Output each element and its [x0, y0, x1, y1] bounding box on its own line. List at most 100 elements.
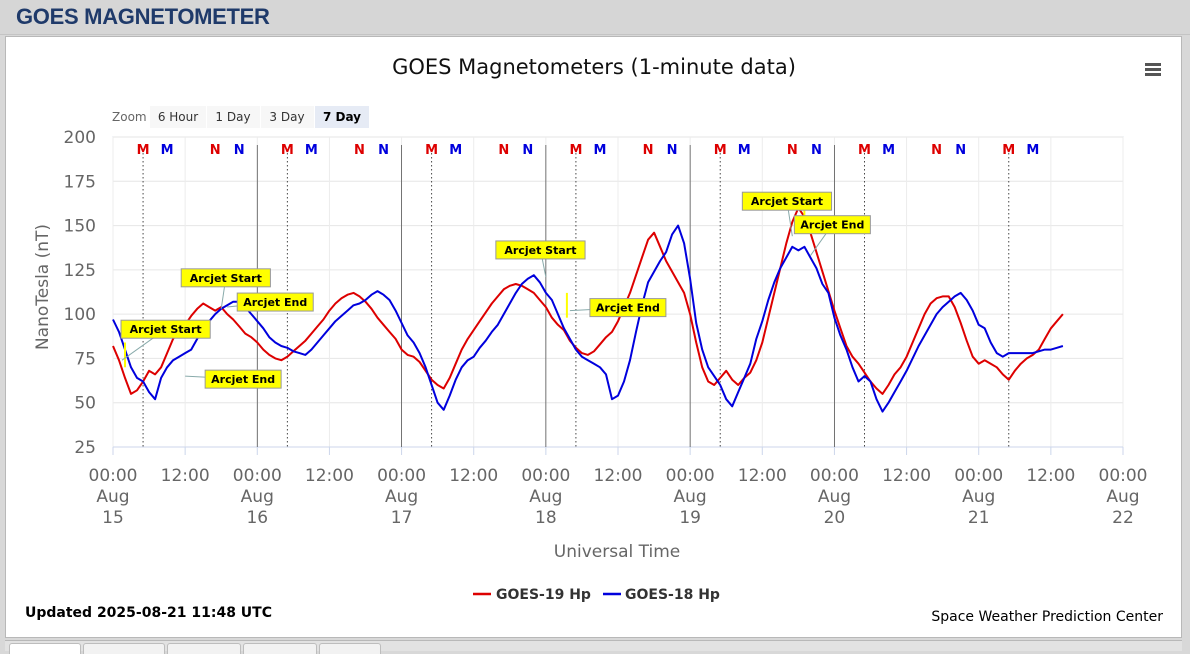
event-marker-m: M [714, 143, 727, 158]
arcjet-end-annotation: Arcjet End [185, 369, 282, 389]
x-tick-label: Aug [241, 487, 274, 507]
arcjet-label: Arcjet End [596, 302, 660, 315]
x-tick-label: 00:00 [89, 466, 138, 486]
x-tick-label: 22 [1112, 508, 1134, 528]
updated-timestamp: Updated 2025-08-21 11:48 UTC [25, 605, 272, 621]
y-tick-label: 50 [74, 394, 96, 414]
zoom-button-label: 7 Day [323, 110, 361, 124]
zoom-button-label: 1 Day [215, 110, 250, 124]
y-tick-label: 175 [64, 172, 96, 192]
event-marker-m: M [161, 143, 174, 158]
credit-text: Space Weather Prediction Center [931, 609, 1163, 625]
x-tick-label: 12:00 [1026, 466, 1075, 486]
x-tick-label: 00:00 [233, 466, 282, 486]
event-marker-n: N [210, 143, 221, 158]
event-marker-n: N [522, 143, 533, 158]
arcjet-label-box [204, 369, 282, 389]
x-tick-label: Aug [96, 487, 129, 507]
x-tick-label: Aug [1106, 487, 1139, 507]
event-marker-n: N [498, 143, 509, 158]
arcjet-label-box [741, 191, 833, 211]
event-marker-m: M [137, 143, 150, 158]
zoom-button-1-day[interactable]: 1 Day [207, 106, 260, 128]
arcjet-label: Arcjet Start [130, 323, 202, 336]
x-tick-label: Aug [962, 487, 995, 507]
tab-stub[interactable] [167, 643, 241, 654]
y-tick-label: 25 [74, 438, 96, 458]
grid [112, 136, 1124, 448]
tab-stub[interactable] [319, 643, 381, 654]
x-tick-label: 16 [246, 508, 268, 528]
x-tick-label: 00:00 [954, 466, 1003, 486]
zoom-button-7-day[interactable]: 7 Day [315, 106, 369, 128]
event-marker-n: N [643, 143, 654, 158]
tab-stub[interactable] [83, 643, 165, 654]
x-tick-label: 19 [679, 508, 701, 528]
zoom-button-6-hour[interactable]: 6 Hour [150, 106, 206, 128]
x-tick-label: 00:00 [377, 466, 426, 486]
event-marker-m: M [425, 143, 438, 158]
chart-panel: GOES Magnetometers (1-minute data) Zoom … [5, 36, 1182, 638]
event-marker-m: M [449, 143, 462, 158]
tab-stub[interactable] [9, 643, 81, 654]
x-tick-label: 12:00 [305, 466, 354, 486]
event-marker-n: N [931, 143, 942, 158]
event-marker-m: M [281, 143, 294, 158]
event-marker-m: M [738, 143, 751, 158]
bottom-tab-strip [5, 640, 1182, 654]
x-tick-label: 12:00 [449, 466, 498, 486]
arcjet-end-annotation: Arcjet End [227, 292, 314, 312]
x-tick-label: 18 [535, 508, 557, 528]
x-axis-title: Universal Time [554, 542, 680, 562]
chart-title: GOES Magnetometers (1-minute data) [392, 55, 796, 79]
arcjet-end-annotation: Arcjet End [569, 298, 667, 318]
y-tick-label: 100 [64, 305, 96, 325]
event-marker-n: N [378, 143, 389, 158]
x-tick-label: Aug [674, 487, 707, 507]
arcjet-label: Arcjet End [800, 219, 864, 232]
arcjet-label: Arcjet End [211, 373, 275, 386]
arcjet-start-annotation: Arcjet Start [741, 191, 833, 237]
legend-item-goes-18[interactable]: GOES-18 Hp [603, 587, 720, 603]
zoom-button-label: 6 Hour [158, 110, 198, 124]
y-axis-title: NanoTesla (nT) [33, 224, 53, 350]
arcjet-end-annotation: Arcjet End [793, 215, 871, 256]
arcjet-start-annotation: Arcjet Start [120, 319, 211, 361]
legend-item-goes-19[interactable]: GOES-19 Hp [473, 587, 591, 603]
goes-magnetometer-chart: GOES Magnetometers (1-minute data) Zoom … [25, 55, 1164, 625]
arcjet-label-box [589, 298, 667, 318]
x-tick-label: Aug [529, 487, 562, 507]
x-tick-label: 00:00 [810, 466, 859, 486]
arcjet-annotations: Arcjet Start Arcjet End Arcjet Start Arcjet… [120, 191, 871, 389]
legend: GOES-19 Hp GOES-18 Hp [473, 587, 720, 603]
y-tick-label: 125 [64, 261, 96, 281]
event-marker-m: M [1002, 143, 1015, 158]
arcjet-label-box [180, 268, 271, 288]
zoom-button-label: 3 Day [269, 110, 304, 124]
legend-label-goes-19: GOES-19 Hp [496, 587, 591, 603]
x-tick-label: 12:00 [594, 466, 643, 486]
event-marker-m: M [593, 143, 606, 158]
y-tick-label: 200 [64, 128, 96, 148]
x-tick-label: 12:00 [882, 466, 931, 486]
x-tick-label: 20 [824, 508, 846, 528]
y-tick-label: 75 [74, 349, 96, 369]
y-axis: 25 50 75 100 125 150 175 200 [64, 128, 96, 458]
x-tick-label: 21 [968, 508, 990, 528]
legend-label-goes-18: GOES-18 Hp [625, 587, 720, 603]
arcjet-label-box [236, 292, 314, 312]
event-marker-n: N [787, 143, 798, 158]
x-tick-label: 00:00 [1099, 466, 1148, 486]
page-header: GOES MAGNETOMETER [0, 0, 1190, 35]
tab-stub[interactable] [243, 643, 317, 654]
event-marker-n: N [354, 143, 365, 158]
series-line-goes-19 [112, 206, 1064, 395]
x-tick-label: 12:00 [161, 466, 210, 486]
hamburger-menu-icon[interactable] [1142, 61, 1164, 81]
arcjet-label: Arcjet Start [751, 195, 823, 208]
zoom-button-3-day[interactable]: 3 Day [261, 106, 314, 128]
x-tick-label: 15 [102, 508, 124, 528]
y-tick-label: 150 [64, 217, 96, 237]
